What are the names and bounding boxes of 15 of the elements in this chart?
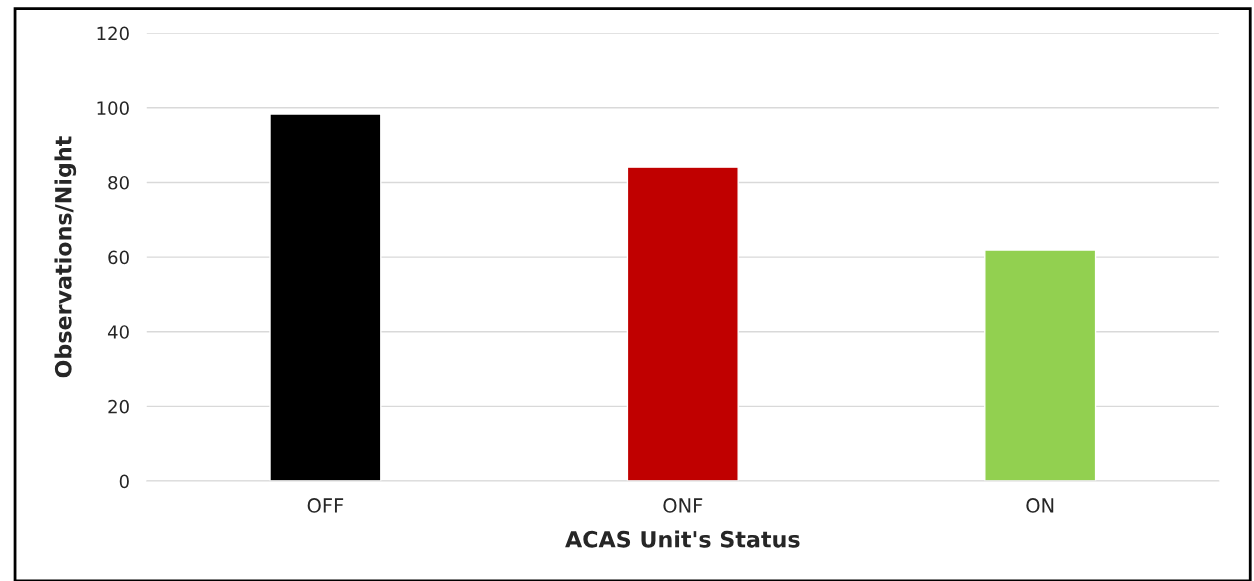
bar	[984, 249, 1097, 482]
y-tick-label: 0	[119, 474, 129, 489]
x-tick-label: OFF	[307, 498, 344, 513]
bar	[269, 113, 382, 482]
y-tick-label: 120	[97, 26, 129, 41]
x-tick-label: ONF	[663, 498, 703, 513]
y-tick-label: 100	[97, 101, 129, 115]
y-tick-label: 20	[108, 399, 129, 414]
y-tick-label: 60	[108, 250, 129, 265]
x-tick-label: ON	[1026, 498, 1054, 513]
y-tick-label: 40	[107, 325, 129, 339]
x-axis-title: ACAS Unit's Status	[565, 530, 800, 548]
bar	[626, 166, 739, 482]
y-axis-title: Observations/Night	[54, 136, 77, 378]
y-tick-label: 80	[108, 175, 129, 190]
